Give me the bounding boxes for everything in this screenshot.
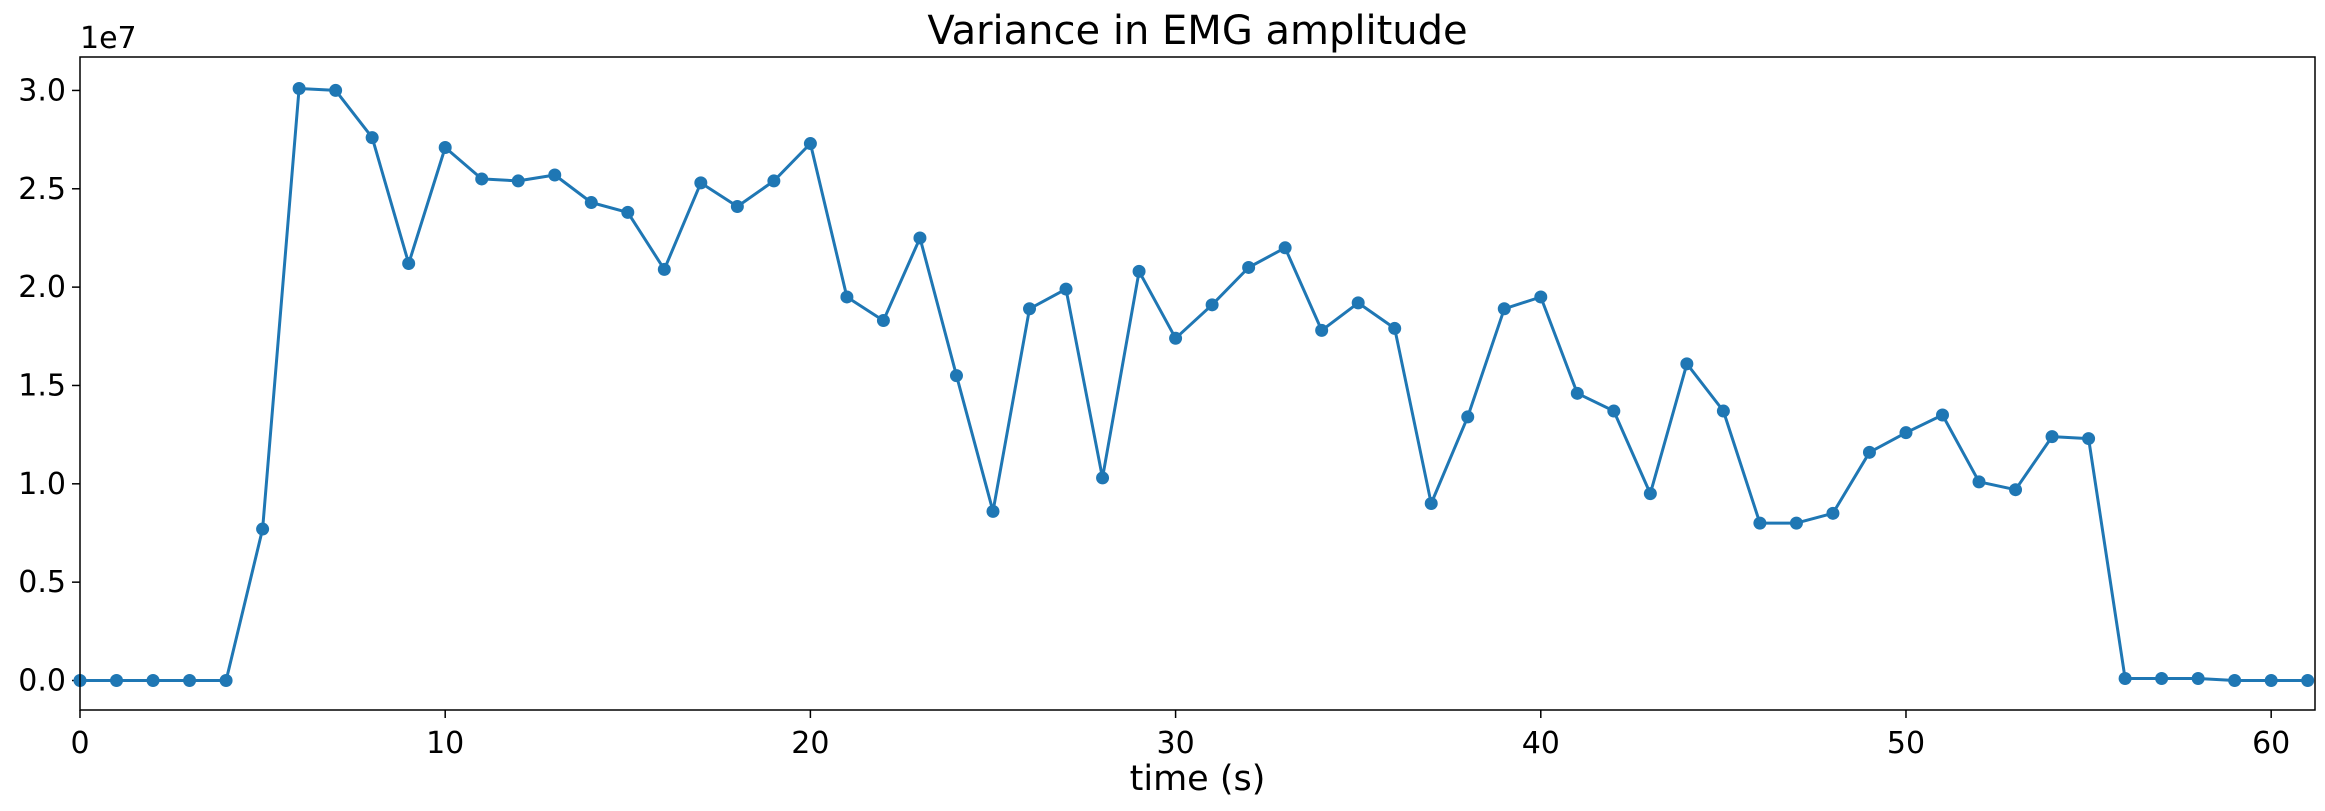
data-point xyxy=(256,522,270,536)
data-point xyxy=(1169,331,1183,345)
y-tick-label: 3.0 xyxy=(18,73,66,108)
data-point xyxy=(110,673,124,687)
y-tick-label: 2.5 xyxy=(18,172,66,207)
x-tick-label: 60 xyxy=(2252,726,2290,761)
data-point xyxy=(292,81,306,95)
data-point xyxy=(949,369,963,383)
data-point xyxy=(1242,260,1256,274)
y-tick-label: 0.5 xyxy=(18,565,66,600)
data-point xyxy=(694,176,708,190)
data-point xyxy=(438,140,452,154)
data-point xyxy=(2301,673,2315,687)
data-point xyxy=(2228,673,2242,687)
data-point xyxy=(1132,264,1146,278)
data-point xyxy=(1716,404,1730,418)
data-point xyxy=(1862,445,1876,459)
y-tick-label: 2.0 xyxy=(18,270,66,305)
data-point xyxy=(2118,672,2132,686)
data-point xyxy=(2009,483,2023,497)
x-axis-label: time (s) xyxy=(1130,759,1266,799)
data-point xyxy=(840,290,854,304)
data-point xyxy=(767,174,781,188)
data-point xyxy=(1096,471,1110,485)
data-point xyxy=(1497,302,1511,316)
data-point xyxy=(1315,323,1329,337)
data-point xyxy=(183,673,197,687)
x-axis-ticks: 0 10 20 30 40 50 60 xyxy=(70,710,2290,761)
chart-title: Variance in EMG amplitude xyxy=(927,8,1467,54)
plot-frame xyxy=(79,56,2316,711)
data-point xyxy=(1607,404,1621,418)
series-line xyxy=(80,87,2308,682)
data-point xyxy=(2082,432,2096,446)
y-axis-ticks: 0.0 0.5 1.0 1.5 2.0 2.5 3.0 xyxy=(18,73,80,698)
data-point xyxy=(1534,290,1548,304)
data-point xyxy=(803,137,817,151)
data-point xyxy=(1424,496,1438,510)
data-point xyxy=(402,257,416,271)
data-point xyxy=(876,314,890,328)
data-point xyxy=(1753,516,1767,530)
series-markers xyxy=(73,81,2315,687)
y-offset-label: 1e7 xyxy=(80,21,137,56)
data-point xyxy=(1826,506,1840,520)
data-point xyxy=(1972,475,1986,489)
data-point xyxy=(1205,298,1219,312)
data-point xyxy=(730,199,744,213)
data-point xyxy=(329,83,343,97)
data-point xyxy=(475,172,489,186)
x-tick-label: 0 xyxy=(70,726,89,761)
data-point xyxy=(584,196,598,210)
data-point xyxy=(2264,673,2278,687)
x-tick-label: 30 xyxy=(1156,726,1194,761)
data-point xyxy=(621,205,635,219)
data-point xyxy=(1023,302,1037,316)
data-point xyxy=(657,262,671,276)
data-point xyxy=(146,673,160,687)
data-point xyxy=(548,168,562,182)
y-tick-label: 0.0 xyxy=(18,663,66,698)
data-point xyxy=(219,673,233,687)
data-point xyxy=(1388,321,1402,335)
x-tick-label: 50 xyxy=(1887,726,1925,761)
data-point xyxy=(1643,487,1657,501)
x-tick-label: 10 xyxy=(426,726,464,761)
data-point xyxy=(1461,410,1475,424)
y-tick-label: 1.0 xyxy=(18,467,66,502)
x-tick-label: 20 xyxy=(791,726,829,761)
data-point xyxy=(1351,296,1365,310)
data-point xyxy=(1059,282,1073,296)
data-point xyxy=(1680,357,1694,371)
data-point xyxy=(2155,672,2169,686)
data-point xyxy=(913,231,927,245)
data-point xyxy=(511,174,525,188)
data-point xyxy=(1570,386,1584,400)
data-point xyxy=(1936,408,1949,422)
y-tick-label: 1.5 xyxy=(18,368,66,403)
data-point xyxy=(1899,426,1913,440)
data-point xyxy=(365,131,379,145)
data-point xyxy=(2045,430,2059,444)
data-point xyxy=(2191,672,2205,686)
x-tick-label: 40 xyxy=(1522,726,1560,761)
data-point xyxy=(1278,241,1292,255)
data-point xyxy=(986,504,1000,518)
data-point xyxy=(1789,516,1803,530)
